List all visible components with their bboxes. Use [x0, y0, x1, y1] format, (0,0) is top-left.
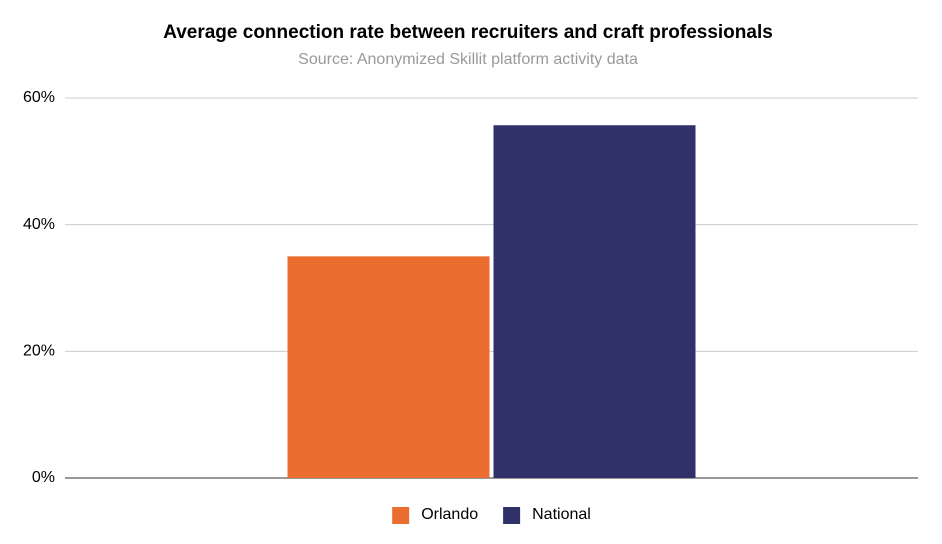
- y-tick-label: 60%: [23, 89, 55, 106]
- chart-subtitle: Source: Anonymized Skillit platform acti…: [298, 51, 638, 68]
- chart-title: Average connection rate between recruite…: [163, 22, 773, 43]
- y-tick-label: 40%: [23, 216, 55, 233]
- legend-label: Orlando: [421, 506, 478, 523]
- bar: [493, 125, 696, 478]
- legend-label: National: [532, 506, 591, 523]
- legend-swatch: [503, 507, 521, 524]
- bar: [287, 256, 490, 478]
- y-tick-label: 20%: [23, 343, 55, 360]
- y-tick-label: 0%: [32, 469, 55, 486]
- legend-swatch: [392, 507, 410, 524]
